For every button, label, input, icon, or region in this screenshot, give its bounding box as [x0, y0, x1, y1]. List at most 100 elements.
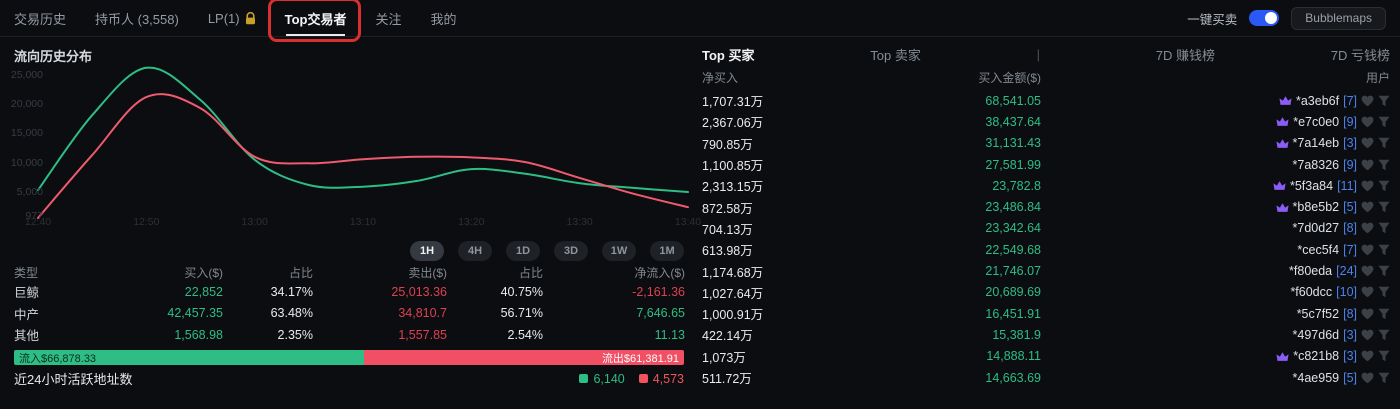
- user-address[interactable]: *5f3a84: [1289, 178, 1334, 193]
- user-address[interactable]: *cec5f4: [1297, 242, 1340, 257]
- tx-count[interactable]: [5]: [1343, 200, 1357, 215]
- nav-tab[interactable]: 我的: [431, 9, 457, 28]
- heart-icon[interactable]: [1361, 244, 1374, 256]
- user-cell[interactable]: *f60dcc [10]: [1041, 285, 1390, 299]
- active-addresses-row: 近24小时活跃地址数 6,140 4,573: [14, 369, 684, 388]
- time-range-4h[interactable]: 4H: [458, 241, 492, 261]
- flow-table-cell: 22,852: [184, 284, 223, 299]
- funnel-icon[interactable]: [1378, 180, 1390, 192]
- funnel-icon[interactable]: [1378, 159, 1390, 171]
- funnel-icon[interactable]: [1378, 372, 1390, 384]
- user-cell[interactable]: *b8e5b2 [5]: [1041, 200, 1390, 214]
- tx-count[interactable]: [9]: [1343, 114, 1357, 129]
- user-address[interactable]: *7a14eb: [1292, 136, 1340, 151]
- tx-count[interactable]: [7]: [1343, 242, 1357, 257]
- user-cell[interactable]: *a3eb6f [7]: [1041, 94, 1390, 108]
- tx-count[interactable]: [3]: [1343, 349, 1357, 364]
- tx-count[interactable]: [8]: [1343, 306, 1357, 321]
- tx-count[interactable]: [11]: [1337, 178, 1357, 193]
- inflow-segment: 流入$66,878.33: [14, 350, 364, 365]
- user-address[interactable]: *4ae959: [1292, 370, 1340, 385]
- traders-tab-1[interactable]: Top 卖家: [870, 48, 921, 63]
- user-address[interactable]: *c821b8: [1293, 349, 1340, 364]
- flow-table-cell: 2.54%: [507, 327, 543, 342]
- nav-tab[interactable]: 持币人 (3,558): [95, 9, 179, 28]
- heart-icon[interactable]: [1361, 116, 1374, 128]
- funnel-icon[interactable]: [1378, 95, 1390, 107]
- user-cell[interactable]: *7d0d27 [8]: [1041, 221, 1390, 235]
- user-address[interactable]: *f60dcc: [1290, 285, 1333, 300]
- time-range-1w[interactable]: 1W: [602, 241, 636, 261]
- funnel-icon[interactable]: [1378, 329, 1390, 341]
- heart-icon[interactable]: [1361, 137, 1374, 149]
- funnel-icon[interactable]: [1378, 244, 1390, 256]
- user-address[interactable]: *b8e5b2: [1292, 200, 1340, 215]
- heart-icon[interactable]: [1361, 286, 1374, 298]
- funnel-icon[interactable]: [1378, 308, 1390, 320]
- tx-count[interactable]: [5]: [1343, 370, 1357, 385]
- heart-icon[interactable]: [1361, 222, 1374, 234]
- user-cell[interactable]: *7a14eb [3]: [1041, 136, 1390, 150]
- traders-tab-3[interactable]: 7D 亏钱榜: [1330, 48, 1390, 63]
- user-address[interactable]: *a3eb6f: [1295, 93, 1340, 108]
- user-cell[interactable]: *c821b8 [3]: [1041, 349, 1390, 363]
- user-cell[interactable]: *f80eda [24]: [1041, 264, 1390, 278]
- funnel-icon[interactable]: [1378, 265, 1390, 277]
- user-address[interactable]: *7a8326: [1292, 157, 1340, 172]
- time-range-1d[interactable]: 1D: [506, 241, 540, 261]
- heart-icon[interactable]: [1361, 329, 1374, 341]
- heart-icon[interactable]: [1361, 308, 1374, 320]
- funnel-icon[interactable]: [1378, 116, 1390, 128]
- user-cell[interactable]: *e7c0e0 [9]: [1041, 115, 1390, 129]
- user-cell[interactable]: *497d6d [3]: [1041, 328, 1390, 342]
- time-range-1h[interactable]: 1H: [410, 241, 444, 261]
- user-cell[interactable]: *4ae959 [5]: [1041, 371, 1390, 385]
- nav-tab[interactable]: LP(1): [208, 11, 256, 26]
- bubblemaps-button[interactable]: Bubblemaps: [1291, 6, 1386, 30]
- tx-count[interactable]: [7]: [1343, 93, 1357, 108]
- line-series-流出: [37, 93, 689, 219]
- user-cell[interactable]: *7a8326 [9]: [1041, 158, 1390, 172]
- user-cell[interactable]: *cec5f4 [7]: [1041, 243, 1390, 257]
- funnel-icon[interactable]: [1378, 201, 1390, 213]
- nav-tab[interactable]: 关注: [375, 9, 401, 28]
- user-address[interactable]: *7d0d27: [1292, 221, 1340, 236]
- tx-count[interactable]: [24]: [1336, 264, 1357, 279]
- heart-icon[interactable]: [1361, 201, 1374, 213]
- traders-tab-0[interactable]: Top 买家: [702, 48, 755, 63]
- funnel-icon[interactable]: [1378, 286, 1390, 298]
- user-cell[interactable]: *5c7f52 [8]: [1041, 307, 1390, 321]
- heart-icon[interactable]: [1361, 265, 1374, 277]
- tx-count[interactable]: [3]: [1343, 136, 1357, 151]
- quick-trade-toggle[interactable]: [1249, 10, 1280, 26]
- tx-count[interactable]: [9]: [1343, 157, 1357, 172]
- funnel-icon[interactable]: [1378, 350, 1390, 362]
- flow-table-cell: 25,013.36: [391, 284, 447, 299]
- nav-tab[interactable]: 交易历史: [14, 9, 66, 28]
- buy-amount-value: 14,663.69: [985, 370, 1041, 385]
- tx-count[interactable]: [3]: [1343, 327, 1357, 342]
- funnel-icon[interactable]: [1378, 222, 1390, 234]
- heart-icon[interactable]: [1361, 350, 1374, 362]
- net-buy-value: 1,073万: [702, 350, 746, 365]
- heart-icon[interactable]: [1361, 180, 1374, 192]
- user-address[interactable]: *497d6d: [1292, 327, 1340, 342]
- heart-icon[interactable]: [1361, 372, 1374, 384]
- flow-table-cell: 2.35%: [277, 327, 313, 342]
- trader-row: 511.72万 14,663.69 *4ae959 [5]: [702, 367, 1390, 388]
- user-address[interactable]: *5c7f52: [1296, 306, 1340, 321]
- user-cell[interactable]: *5f3a84 [11]: [1041, 179, 1390, 193]
- heart-icon[interactable]: [1361, 95, 1374, 107]
- crown-icon: [1276, 117, 1289, 127]
- user-address[interactable]: *e7c0e0: [1293, 114, 1340, 129]
- tx-count[interactable]: [10]: [1336, 285, 1357, 300]
- heart-icon[interactable]: [1361, 159, 1374, 171]
- time-range-1m[interactable]: 1M: [650, 241, 684, 261]
- trader-row: 872.58万 23,486.84 *b8e5b2 [5]: [702, 196, 1390, 217]
- tx-count[interactable]: [8]: [1343, 221, 1357, 236]
- funnel-icon[interactable]: [1378, 137, 1390, 149]
- nav-tab[interactable]: Top交易者: [267, 0, 362, 42]
- time-range-3d[interactable]: 3D: [554, 241, 588, 261]
- traders-tab-2[interactable]: 7D 赚钱榜: [1155, 48, 1215, 63]
- user-address[interactable]: *f80eda: [1289, 264, 1333, 279]
